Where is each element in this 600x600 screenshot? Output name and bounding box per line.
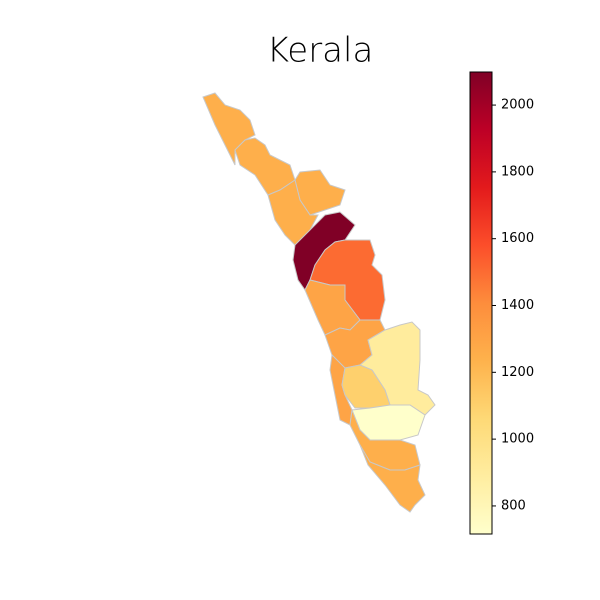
district [234, 137, 296, 196]
colorbar-tick-label: 800 [501, 498, 526, 513]
colorbar-tick-label: 1200 [501, 365, 534, 380]
colorbar-tick-label: 1000 [501, 432, 534, 447]
district [202, 92, 256, 166]
map-title: Kerala [267, 31, 374, 71]
colorbar [469, 71, 493, 535]
district [267, 179, 319, 246]
colorbar-tick-label: 2000 [501, 98, 534, 113]
colorbar-tick-label: 1400 [501, 298, 534, 313]
colorbar-tick-label: 1600 [501, 231, 534, 246]
colorbar-tick-label: 1800 [501, 164, 534, 179]
district [359, 444, 426, 513]
